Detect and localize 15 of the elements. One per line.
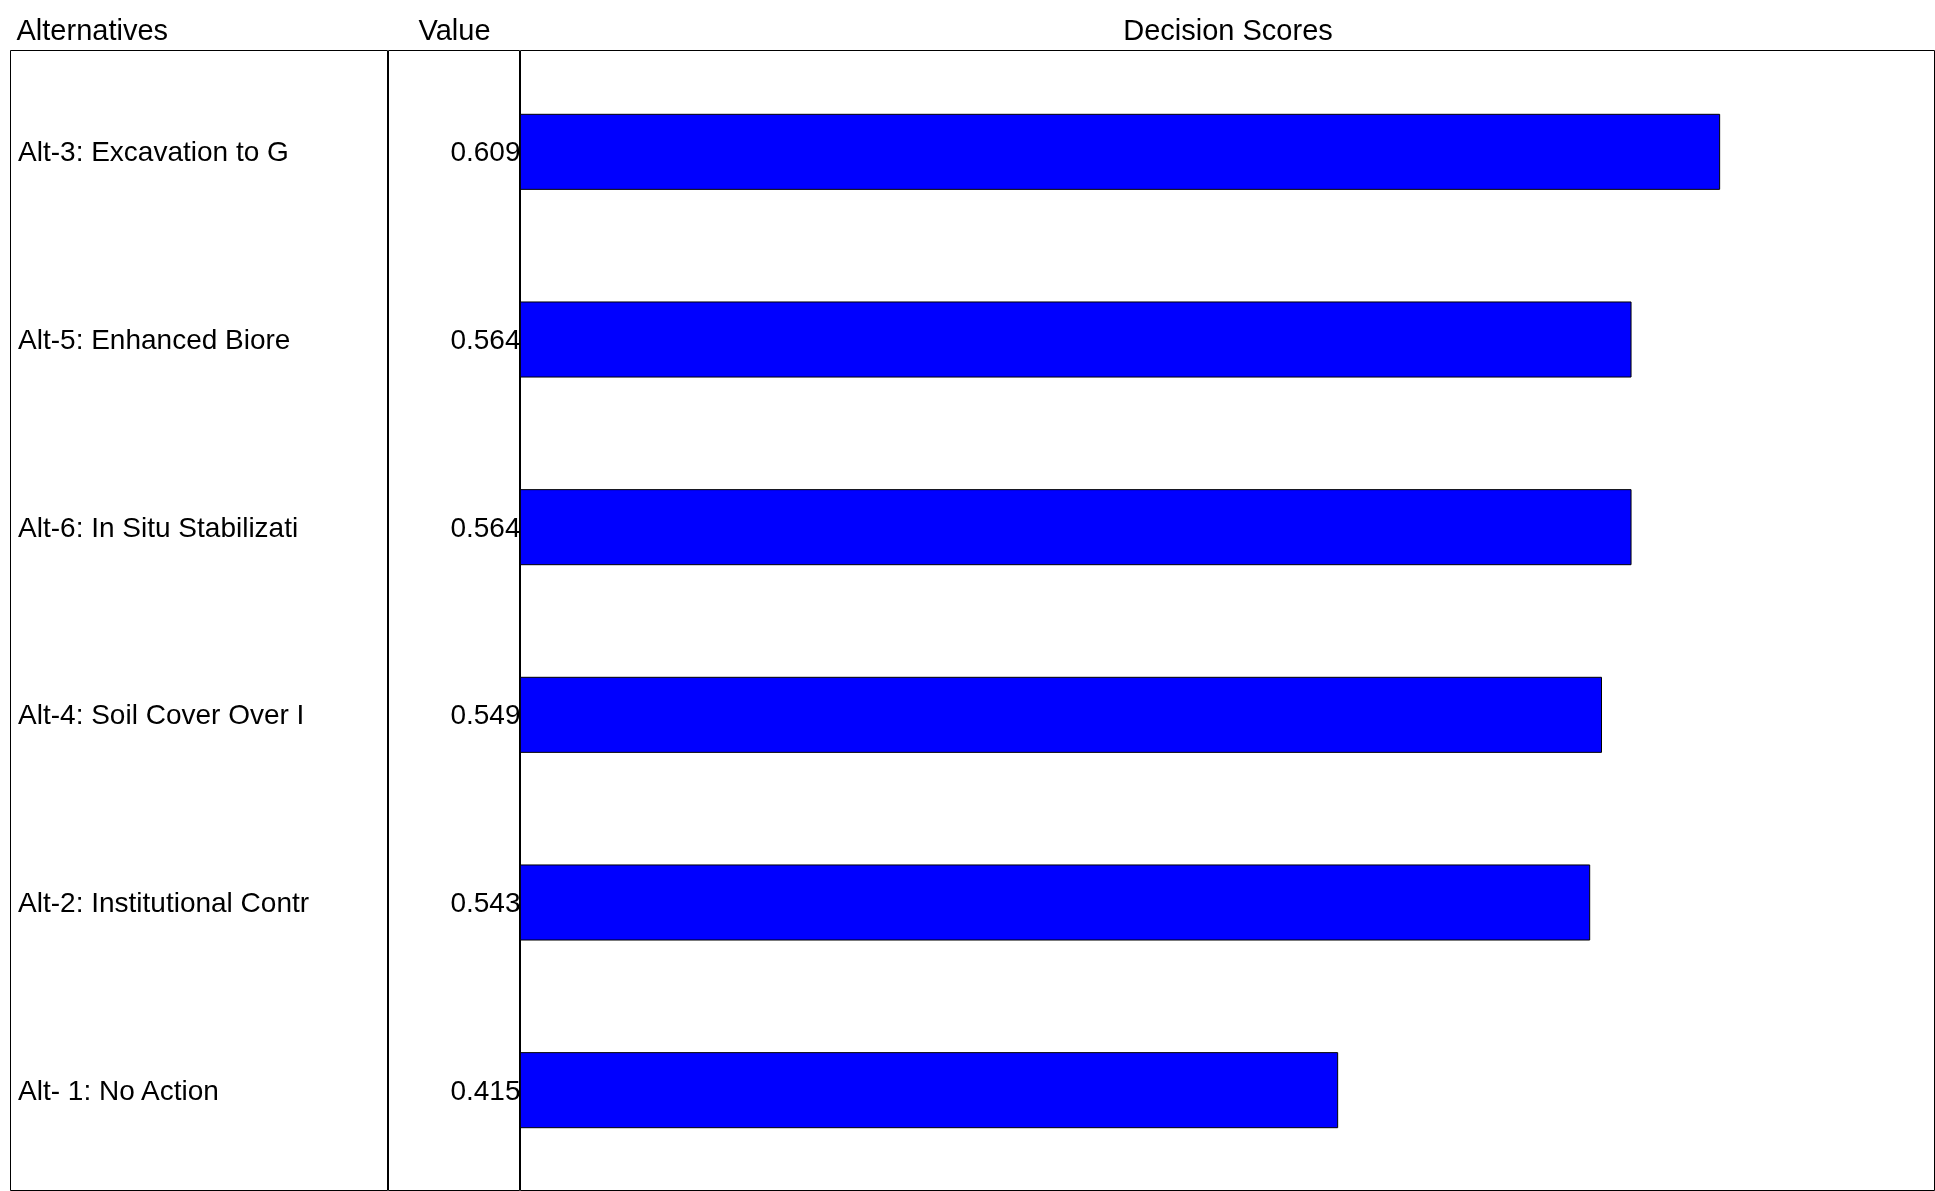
data-label: 0.609 <box>450 136 521 168</box>
y-tick-label: Alt-2: Institutional Contr <box>18 887 310 918</box>
text: Value <box>418 13 491 46</box>
data-label: 0.564 <box>450 324 521 355</box>
data-label: 0.543 <box>450 887 521 918</box>
y-axis-title: Alternatives <box>16 13 169 46</box>
y-tick-label: Alt- 1: No Action <box>18 1074 219 1106</box>
data-label: 0.564 <box>450 511 521 543</box>
data-label: 0.415 <box>450 1074 521 1106</box>
y-tick-label: Alt-4: Soil Cover Over I <box>18 699 305 731</box>
y-tick-label: Alt-3: Excavation to G <box>18 136 289 168</box>
y-tick-label: Alt-5: Enhanced Biore <box>18 324 291 355</box>
x-axis-title: Decision Scores <box>1123 13 1333 46</box>
data-label: 0.549 <box>450 699 521 731</box>
y-tick-label: Alt-6: In Situ Stabilizati <box>18 511 299 543</box>
